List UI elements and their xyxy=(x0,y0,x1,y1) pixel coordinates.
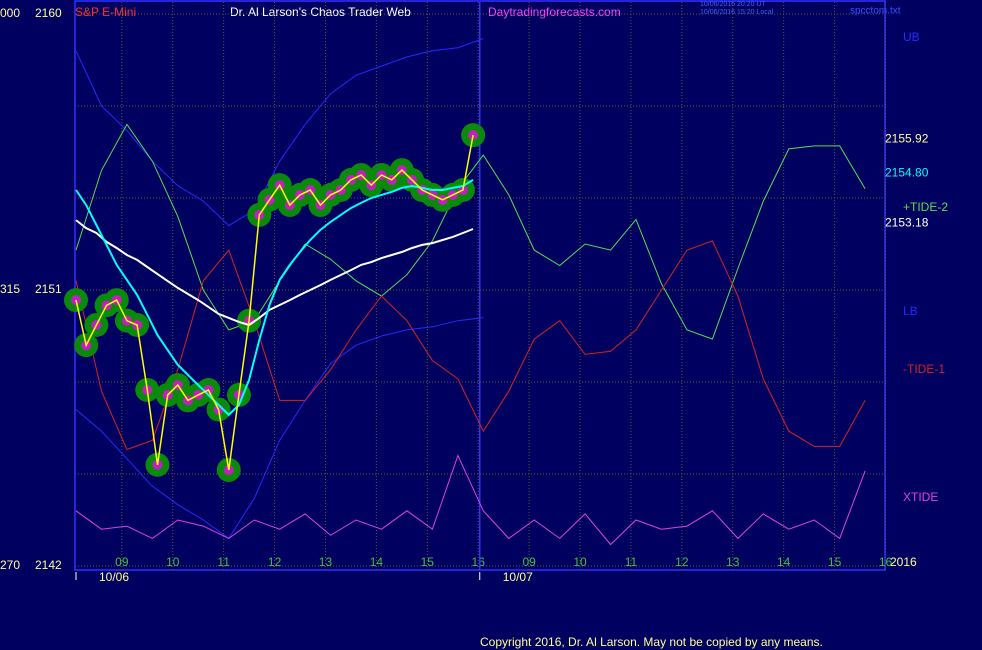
x-tick-label: 10 xyxy=(573,555,587,569)
legend-label: LB xyxy=(903,304,918,318)
x-tick-label: 14 xyxy=(370,555,384,569)
x-tick-label: 16 xyxy=(472,555,486,569)
series-line xyxy=(75,38,484,227)
x-tick-label: 09 xyxy=(115,555,129,569)
y2-tick-label: 315 xyxy=(0,282,20,296)
legend-label: XTIDE xyxy=(903,490,938,504)
x-tick-label: 09 xyxy=(522,555,536,569)
file-name: spcctom.txt xyxy=(850,6,901,17)
legend-label: -TIDE-1 xyxy=(903,362,945,376)
y2-tick-label: 270 xyxy=(0,558,20,572)
y-tick-label: 2151 xyxy=(35,282,62,296)
x-tick-label: 15 xyxy=(828,555,842,569)
source: Daytradingforecasts.com xyxy=(488,5,621,19)
x-tick-label: 10 xyxy=(166,555,180,569)
legend-label: UB xyxy=(903,30,920,44)
series-line xyxy=(75,219,474,327)
timestamp: 10/06/2016 20:20 UT xyxy=(700,1,766,8)
chart-subtitle: S&P E-Mini xyxy=(75,5,136,19)
date-label: 10/07 xyxy=(503,570,533,584)
series-line xyxy=(75,123,866,340)
series-line xyxy=(75,179,474,417)
legend-label: +TIDE-2 xyxy=(903,200,948,214)
last-value-label: 2155.92 xyxy=(885,131,929,145)
x-tick-label: 13 xyxy=(319,555,333,569)
x-tick-label: 14 xyxy=(777,555,791,569)
year: 2016 xyxy=(890,555,917,569)
x-tick-label: 11 xyxy=(625,555,638,569)
series-line xyxy=(75,240,866,451)
y-tick-label: 2142 xyxy=(35,558,62,572)
date-label: 10/06 xyxy=(99,570,129,584)
y-tick-label: 2160 xyxy=(35,6,62,20)
copyright: Copyright 2016, Dr. Al Larson. May not b… xyxy=(480,635,823,649)
x-tick-label: 11 xyxy=(217,555,230,569)
last-value-label: 2154.80 xyxy=(885,166,929,180)
chart-title: Dr. Al Larson's Chaos Trader Web xyxy=(230,5,411,19)
x-tick-label: 12 xyxy=(268,555,282,569)
x-tick-label: 16 xyxy=(879,555,893,569)
x-tick-label: 13 xyxy=(726,555,740,569)
series-line xyxy=(75,317,484,540)
series-line xyxy=(75,134,474,471)
x-tick-label: 12 xyxy=(675,555,689,569)
x-tick-label: 15 xyxy=(421,555,435,569)
series-line xyxy=(75,454,866,546)
y2-tick-label: 000 xyxy=(0,6,20,20)
last-value-label: 2153.18 xyxy=(885,215,929,229)
timestamp: 10/06/2016 15:20 Local xyxy=(700,9,774,16)
